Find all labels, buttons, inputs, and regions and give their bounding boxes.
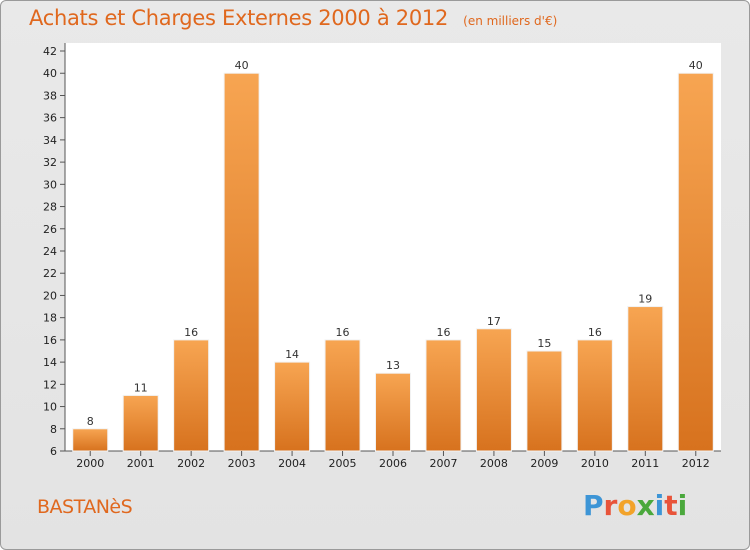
data-label: 40 — [689, 59, 703, 72]
y-tick-label: 34 — [43, 134, 57, 147]
bar — [223, 72, 260, 452]
data-label: 14 — [285, 348, 299, 361]
x-tick-label: 2010 — [581, 457, 609, 470]
proxiti-logo: Proxiti — [583, 489, 687, 522]
logo-letter: x — [636, 489, 655, 522]
data-label: 11 — [134, 381, 148, 394]
y-tick-label: 16 — [43, 334, 57, 347]
x-tick-label: 2000 — [76, 457, 104, 470]
y-tick-label: 28 — [43, 201, 57, 214]
data-label: 15 — [537, 337, 551, 350]
bar — [576, 339, 613, 452]
y-tick-label: 38 — [43, 89, 57, 102]
chart-unit: (en milliers d'€) — [463, 14, 558, 28]
x-tick-label: 2001 — [127, 457, 155, 470]
y-tick-label: 10 — [43, 401, 57, 414]
y-tick-label: 6 — [50, 445, 57, 458]
x-tick-label: 2006 — [379, 457, 407, 470]
logo-letter: i — [677, 489, 688, 522]
x-tick-label: 2002 — [177, 457, 205, 470]
y-tick-label: 14 — [43, 356, 57, 369]
x-tick-label: 2003 — [228, 457, 256, 470]
x-tick-label: 2012 — [682, 457, 710, 470]
logo-letter: o — [617, 489, 637, 522]
y-tick-label: 20 — [43, 289, 57, 302]
data-label: 16 — [336, 326, 350, 339]
x-tick-label: 2004 — [278, 457, 306, 470]
data-label: 16 — [436, 326, 450, 339]
x-tick-label: 2009 — [530, 457, 558, 470]
x-tick-label: 2005 — [329, 457, 357, 470]
data-label: 8 — [87, 415, 94, 428]
y-tick-label: 30 — [43, 178, 57, 191]
bar — [526, 350, 563, 452]
chart-header: Achats et Charges Externes 2000 à 2012 (… — [29, 6, 557, 30]
logo-letter: i — [654, 489, 665, 522]
data-label: 19 — [638, 293, 652, 306]
y-tick-label: 36 — [43, 112, 57, 125]
y-tick-label: 12 — [43, 378, 57, 391]
y-tick-label: 8 — [50, 423, 57, 436]
bar — [627, 306, 664, 452]
data-label: 17 — [487, 315, 501, 328]
data-label: 16 — [184, 326, 198, 339]
logo-letter: r — [603, 489, 618, 522]
location-name: BASTANèS — [37, 496, 133, 518]
bar — [324, 339, 361, 452]
x-tick-label: 2008 — [480, 457, 508, 470]
chart-title: Achats et Charges Externes 2000 à 2012 — [29, 6, 449, 30]
bar — [475, 328, 512, 452]
bar — [274, 361, 311, 452]
logo-letter: P — [583, 489, 604, 522]
data-label: 40 — [235, 59, 249, 72]
y-tick-label: 26 — [43, 223, 57, 236]
bar — [173, 339, 210, 452]
x-tick-label: 2007 — [429, 457, 457, 470]
logo-letter: t — [664, 489, 678, 522]
bar — [375, 372, 411, 452]
bar — [72, 428, 109, 452]
y-tick-label: 40 — [43, 67, 57, 80]
y-tick-label: 32 — [43, 156, 57, 169]
y-tick-label: 42 — [43, 45, 57, 58]
data-label: 16 — [588, 326, 602, 339]
y-tick-label: 22 — [43, 267, 57, 280]
bar — [122, 394, 159, 452]
y-tick-label: 24 — [43, 245, 57, 258]
x-tick-label: 2011 — [631, 457, 659, 470]
bar — [677, 72, 714, 452]
bar — [425, 339, 462, 452]
data-label: 13 — [386, 359, 400, 372]
y-tick-label: 18 — [43, 312, 57, 325]
